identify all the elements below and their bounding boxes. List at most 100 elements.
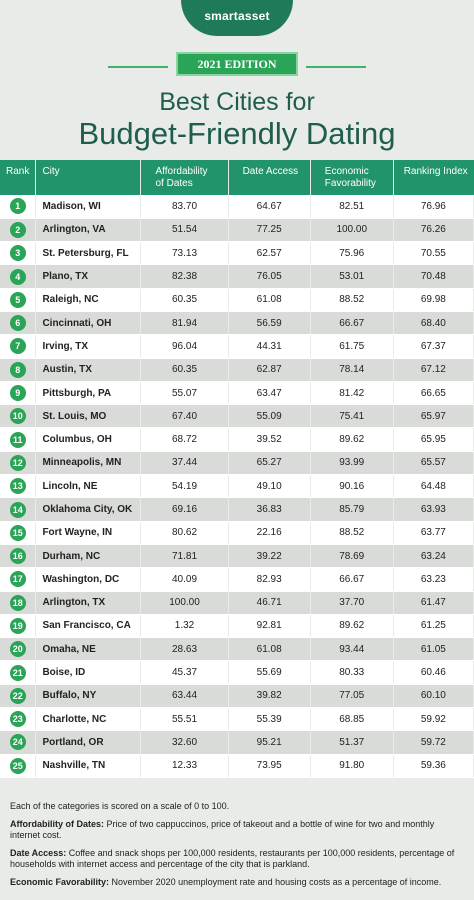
rank-badge: 18 [9,594,26,611]
affordability-cell: 40.09 [140,567,229,592]
footer-affordability: Affordability of Dates: Price of two cap… [10,819,464,842]
ranking-index-cell: 65.95 [393,427,474,452]
economic-cell: 80.33 [310,660,394,685]
city-cell: Durham, NC [35,544,142,569]
date-access-cell: 39.52 [228,427,311,452]
city-cell: Buffalo, NY [35,684,142,709]
economic-cell: 77.05 [310,684,394,709]
header-index: Ranking Index [393,160,474,195]
ranking-index-cell: 61.47 [393,591,474,615]
affordability-cell: 73.13 [140,241,229,266]
footer-notes: Each of the categories is scored on a sc… [0,795,474,900]
ranking-index-cell: 65.57 [393,451,474,476]
affordability-cell: 71.81 [140,544,229,569]
date-access-cell: 55.39 [228,707,311,732]
affordability-cell: 60.35 [140,358,229,382]
ranking-index-cell: 65.97 [393,404,474,429]
table-row: 4 Plano, TX 82.38 76.05 53.01 70.48 [0,264,474,289]
rank-badge: 14 [9,501,26,518]
footer-access-label: Date Access: [10,847,67,858]
rank-badge: 21 [9,664,26,681]
table-body: 1 Madison, WI 83.70 64.67 82.51 76.96 2 Arlingt… [0,195,474,778]
rank-cell: 20 [0,637,37,662]
table-row: 2 Arlington, VA 51.54 77.25 100.00 76.26 [0,218,474,243]
city-cell: Plano, TX [35,264,142,289]
date-access-cell: 63.47 [228,381,311,406]
ranking-index-cell: 76.96 [393,195,474,219]
affordability-cell: 96.04 [140,334,229,359]
rank-cell: 21 [0,660,37,685]
rank-cell: 24 [0,730,37,755]
affordability-cell: 100.00 [140,591,229,615]
rank-cell: 15 [0,521,37,545]
economic-cell: 90.16 [310,474,394,499]
city-cell: Minneapolis, MN [35,451,142,476]
edition-line-left [108,66,168,68]
economic-cell: 82.51 [310,195,394,219]
ranking-index-cell: 66.65 [393,381,474,406]
rank-cell: 10 [0,404,37,429]
ranking-index-cell: 59.92 [393,707,474,732]
table-row: 3 St. Petersburg, FL 73.13 62.57 75.96 70.55 [0,241,474,266]
economic-cell: 51.37 [310,730,394,755]
affordability-cell: 45.37 [140,660,229,685]
rank-badge: 13 [9,478,26,495]
table-row: 18 Arlington, TX 100.00 46.71 37.70 61.47 [0,591,474,615]
city-cell: Austin, TX [35,358,142,382]
rank-badge: 2 [9,221,26,238]
affordability-cell: 83.70 [140,195,229,219]
ranking-index-cell: 60.10 [393,684,474,709]
economic-cell: 61.75 [310,334,394,359]
rank-cell: 19 [0,614,37,639]
edition-banner: 2021 EDITION [176,52,298,76]
table-row: 17 Washington, DC 40.09 82.93 66.67 63.23 [0,567,474,592]
city-cell: Omaha, NE [35,637,142,662]
date-access-cell: 62.87 [228,358,311,382]
economic-cell: 66.67 [310,311,394,336]
ranking-index-cell: 63.24 [393,544,474,569]
economic-cell: 93.99 [310,451,394,476]
date-access-cell: 95.21 [228,730,311,755]
rank-cell: 23 [0,707,37,732]
table-row: 21 Boise, ID 45.37 55.69 80.33 60.46 [0,660,474,685]
city-cell: Cincinnati, OH [35,311,142,336]
city-cell: Raleigh, NC [35,288,142,312]
table-row: 14 Oklahoma City, OK 69.16 36.83 85.79 63.93 [0,497,474,522]
economic-cell: 88.52 [310,288,394,312]
rank-badge: 24 [9,734,26,751]
affordability-cell: 60.35 [140,288,229,312]
date-access-cell: 82.93 [228,567,311,592]
economic-cell: 78.69 [310,544,394,569]
economic-cell: 75.96 [310,241,394,266]
rank-badge: 3 [9,245,26,262]
rank-badge: 1 [9,198,26,215]
date-access-cell: 92.81 [228,614,311,639]
table-row: 11 Columbus, OH 68.72 39.52 89.62 65.95 [0,427,474,452]
affordability-cell: 51.54 [140,218,229,243]
affordability-cell: 80.62 [140,521,229,545]
affordability-cell: 1.32 [140,614,229,639]
footer-note: Each of the categories is scored on a sc… [10,801,230,811]
economic-cell: 53.01 [310,264,394,289]
footer-econ-label: Economic Favorability: [10,876,110,887]
header-economic: Economic Favorability [310,160,394,195]
rank-badge: 10 [9,408,26,425]
date-access-cell: 61.08 [228,637,311,662]
table-row: 8 Austin, TX 60.35 62.87 78.14 67.12 [0,358,474,382]
ranking-index-cell: 63.77 [393,521,474,545]
title-line-1: Best Cities for [159,88,315,116]
ranking-index-cell: 68.40 [393,311,474,336]
header-affordability: Affordability of Dates [140,160,229,195]
rank-badge: 11 [9,431,26,448]
rank-badge: 7 [9,338,26,355]
rank-cell: 5 [0,288,37,312]
rank-badge: 16 [9,548,26,565]
rank-badge: 4 [9,268,26,285]
affordability-cell: 55.07 [140,381,229,406]
rank-cell: 2 [0,218,37,243]
city-cell: Lincoln, NE [35,474,142,499]
date-access-cell: 77.25 [228,218,311,243]
affordability-cell: 68.72 [140,427,229,452]
city-cell: St. Louis, MO [35,404,142,429]
